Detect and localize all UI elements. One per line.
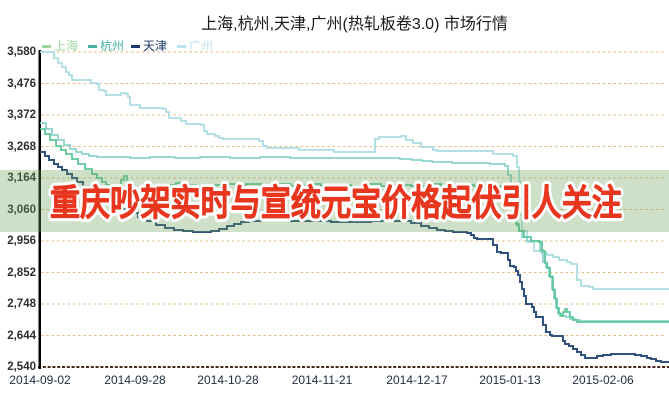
svg-text:重庆吵架实时与宣统元宝价格起伏引人关注: 重庆吵架实时与宣统元宝价格起伏引人关注 (50, 182, 622, 223)
svg-text:重庆吵架实时与宣统元宝价格起伏引人关注: 重庆吵架实时与宣统元宝价格起伏引人关注 (50, 182, 622, 223)
